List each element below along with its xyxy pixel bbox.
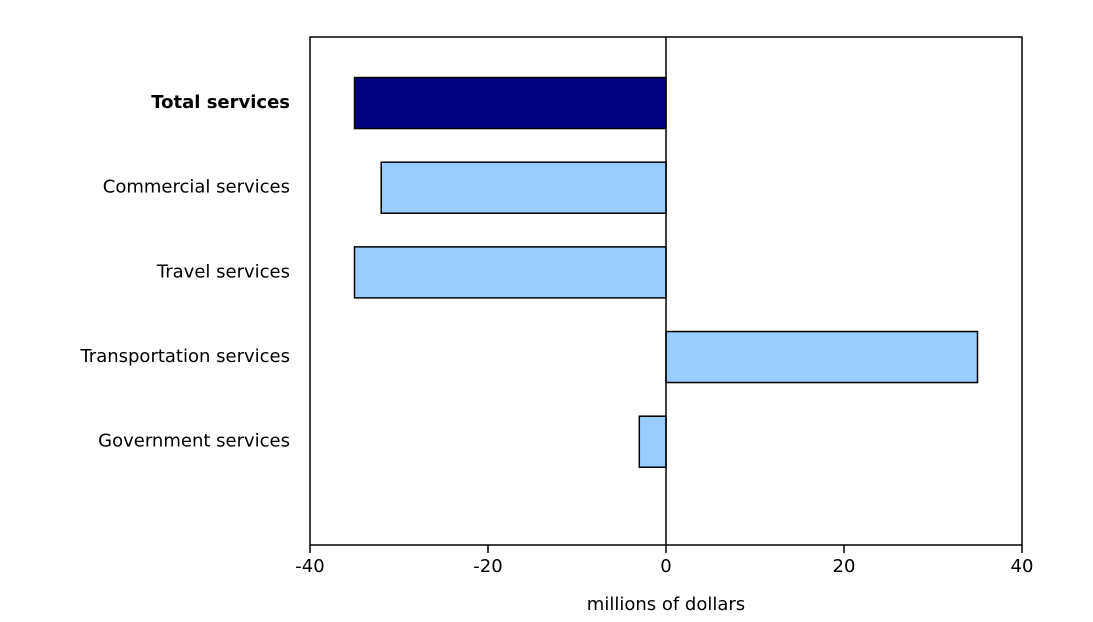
bar (665, 330, 979, 384)
bar (353, 246, 667, 299)
x-tick-label: 0 (660, 556, 671, 577)
y-tick-label: Transportation services (79, 346, 290, 367)
bar (353, 76, 667, 130)
bar (638, 415, 667, 468)
y-tick-label: Government services (98, 431, 290, 452)
bar (380, 161, 667, 214)
y-tick-label: Total services (151, 92, 290, 113)
x-axis-label: millions of dollars (587, 594, 745, 615)
x-tick-label: 40 (1011, 556, 1034, 577)
x-tick-label: -20 (473, 556, 502, 577)
x-tick-label: 20 (833, 556, 856, 577)
y-tick-label: Travel services (156, 261, 290, 282)
y-tick-label: Commercial services (103, 177, 290, 198)
x-tick-label: -40 (295, 556, 324, 577)
